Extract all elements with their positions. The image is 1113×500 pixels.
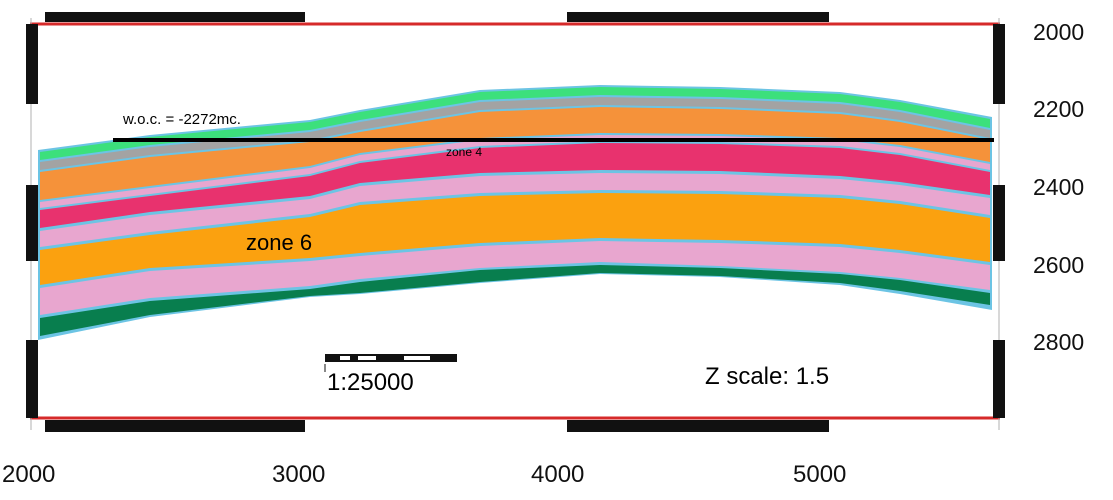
zone-6-label: zone 6 <box>246 230 312 255</box>
x-tick-label: 3000 <box>272 461 325 488</box>
x-tick-label: 5000 <box>793 461 846 488</box>
zone-4-label: zone 4 <box>446 145 482 159</box>
x-tick-label: 4000 <box>531 461 584 488</box>
layer-magenta <box>40 143 990 228</box>
frame-checker-right <box>993 24 1005 418</box>
scale-ratio-label: 1:25000 <box>327 369 414 396</box>
x-axis-labels: 2000 3000 4000 5000 <box>2 461 846 488</box>
frame-checker-bottom <box>45 420 829 432</box>
y-axis-labels: 2000 2200 2400 2600 2800 <box>1033 19 1084 355</box>
y-tick-label: 2800 <box>1033 329 1084 355</box>
y-tick-label: 2000 <box>1033 19 1084 45</box>
frame-checker-top <box>45 12 829 22</box>
y-tick-label: 2400 <box>1033 174 1084 200</box>
layer-stack <box>38 85 992 340</box>
woc-label: w.o.c. = -2272mc. <box>122 111 241 128</box>
x-tick-label: 2000 <box>2 461 55 488</box>
y-tick-label: 2200 <box>1033 96 1084 122</box>
layer-orange <box>40 107 990 200</box>
scale-bar <box>324 354 457 372</box>
layer-pink-middle <box>40 173 990 247</box>
frame-checker-left <box>26 24 38 418</box>
layer-dark-green <box>40 265 990 336</box>
layer-amber <box>40 193 990 285</box>
z-scale-label: Z scale: 1.5 <box>705 363 829 390</box>
layer-pink-lower <box>40 241 990 315</box>
y-tick-label: 2600 <box>1033 252 1084 278</box>
